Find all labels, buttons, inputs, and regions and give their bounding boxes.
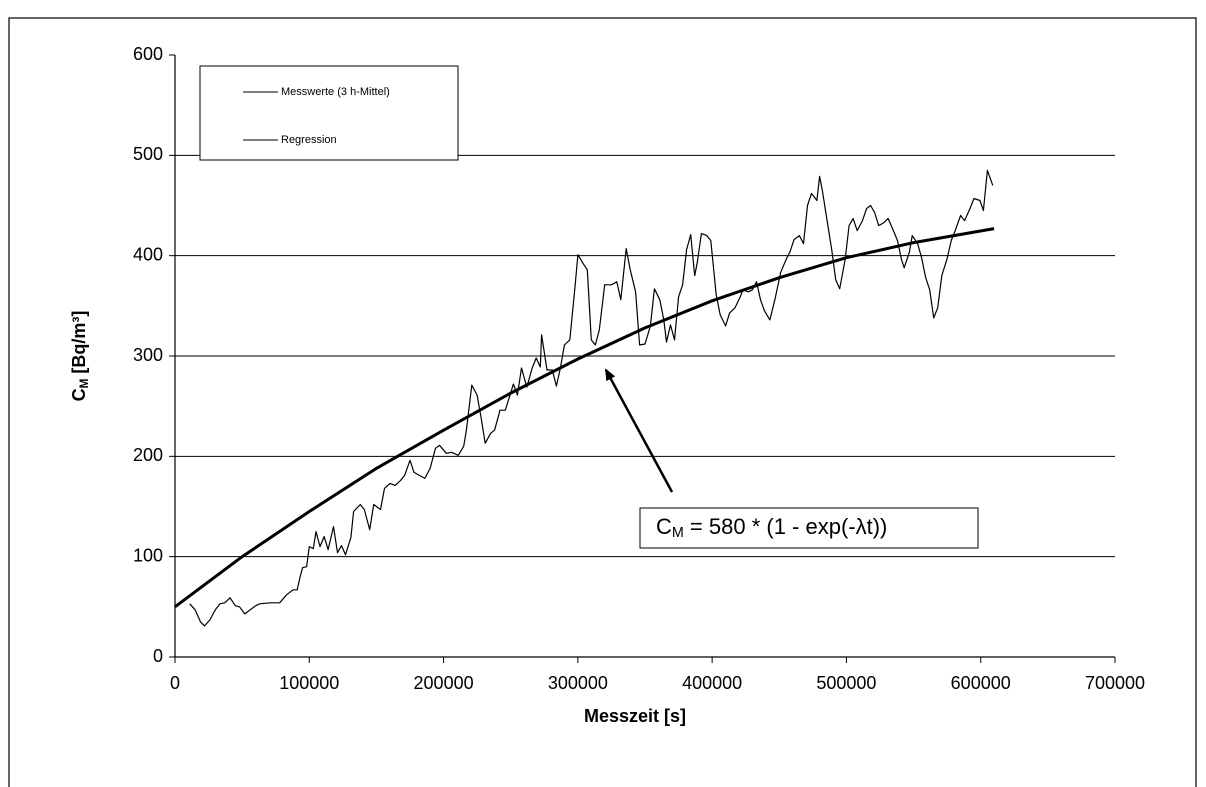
outer-frame <box>8 17 1197 787</box>
y-tick-label: 0 <box>153 646 163 666</box>
y-tick-label: 600 <box>133 44 163 64</box>
data-line <box>189 169 994 627</box>
annotation-arrow <box>604 368 674 493</box>
data-line <box>174 227 995 609</box>
x-tick-label: 400000 <box>682 673 742 693</box>
legend-label: Regression <box>281 134 337 146</box>
annotation-sub: M <box>672 525 684 541</box>
y-tick-label: 100 <box>133 545 163 565</box>
x-tick-label: 700000 <box>1085 673 1145 693</box>
annotation: CM = 580 * (1 - exp(-λt)) <box>656 514 887 541</box>
y-tick-label: 200 <box>133 445 163 465</box>
y-tick-label: 300 <box>133 345 163 365</box>
y-tick-label: 500 <box>133 144 163 164</box>
y-axis-title: CM [Bq/m³] <box>69 311 91 402</box>
legend-box <box>199 65 459 161</box>
legend-label: Messwerte (3 h-Mittel) <box>281 86 390 98</box>
y-tick-label: 400 <box>133 244 163 264</box>
x-tick-label: 200000 <box>414 673 474 693</box>
x-tick-label: 100000 <box>279 673 339 693</box>
x-tick-label: 500000 <box>816 673 876 693</box>
y-axis-title-sub: M <box>78 379 91 389</box>
y-axis-title-rest: [Bq/m³] <box>69 311 89 379</box>
annotation-box <box>639 507 979 549</box>
annotation-main: C <box>656 514 672 539</box>
x-tick-label: 300000 <box>548 673 608 693</box>
y-axis-title-main: C <box>69 388 89 401</box>
annotation-rest: = 580 * (1 - exp(-λt)) <box>684 514 888 539</box>
x-tick-label: 0 <box>170 673 180 693</box>
x-tick-label: 600000 <box>951 673 1011 693</box>
x-axis-title: Messzeit [s] <box>584 706 686 726</box>
